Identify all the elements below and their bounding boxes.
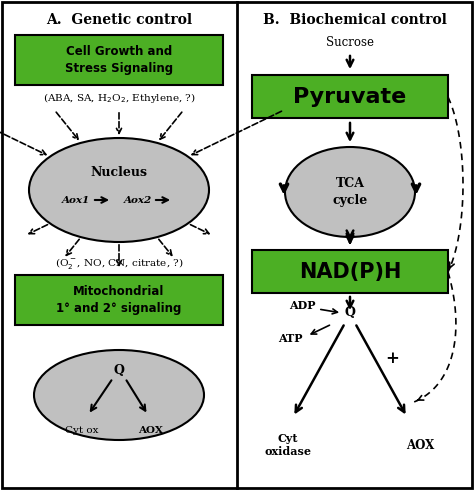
Text: Sucrose: Sucrose — [326, 35, 374, 49]
Bar — [15, 35, 223, 85]
Ellipse shape — [29, 138, 209, 242]
Text: Pyruvate: Pyruvate — [293, 87, 407, 107]
Text: NAD(P)H: NAD(P)H — [299, 262, 401, 282]
Text: Q: Q — [345, 305, 356, 318]
Text: (ABA, SA, H$_2$O$_2$, Ethylene, ?): (ABA, SA, H$_2$O$_2$, Ethylene, ?) — [43, 91, 195, 105]
Text: Cyt
oxidase: Cyt oxidase — [264, 433, 311, 457]
Text: Nucleus: Nucleus — [91, 166, 147, 178]
Text: Cyt ox: Cyt ox — [65, 425, 99, 435]
Ellipse shape — [285, 147, 415, 237]
Bar — [252, 250, 448, 293]
Bar — [252, 75, 448, 118]
Text: Q: Q — [114, 364, 125, 376]
Ellipse shape — [34, 350, 204, 440]
Text: Aox2: Aox2 — [124, 196, 152, 204]
Text: AOX: AOX — [138, 425, 164, 435]
Text: ADP: ADP — [289, 299, 315, 311]
Text: Cell Growth and
Stress Signaling: Cell Growth and Stress Signaling — [65, 45, 173, 75]
Text: (O$_2^-$, NO, CN, citrate, ?): (O$_2^-$, NO, CN, citrate, ?) — [55, 255, 183, 270]
Text: B.  Biochemical control: B. Biochemical control — [263, 13, 447, 27]
Text: ATP: ATP — [278, 333, 302, 343]
Text: Aox1: Aox1 — [62, 196, 90, 204]
Text: +: + — [385, 349, 399, 367]
Text: TCA
cycle: TCA cycle — [332, 177, 368, 207]
Text: A.  Genetic control: A. Genetic control — [46, 13, 192, 27]
Text: Mitochondrial
1° and 2° signaling: Mitochondrial 1° and 2° signaling — [56, 285, 182, 315]
Bar — [15, 275, 223, 325]
Text: AOX: AOX — [406, 439, 434, 451]
